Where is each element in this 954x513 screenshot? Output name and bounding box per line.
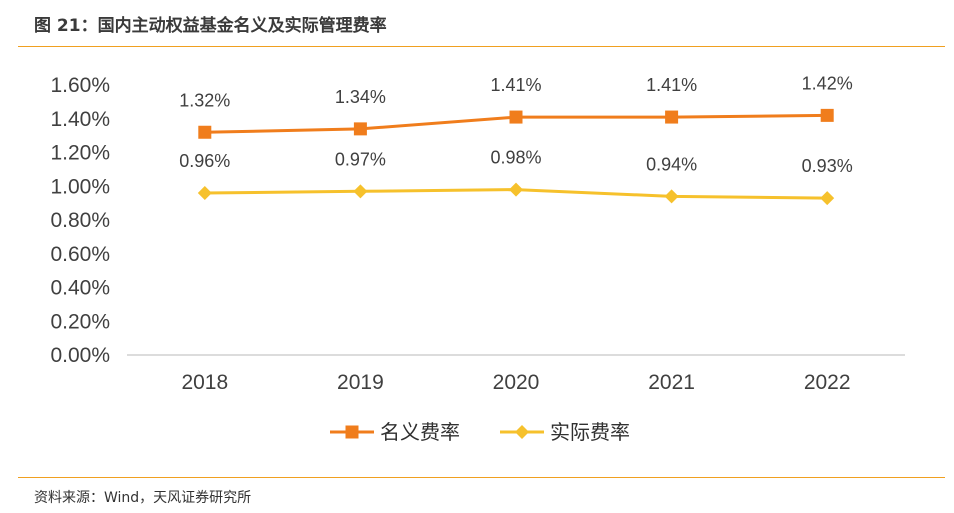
x-tick-label: 2019	[337, 371, 384, 394]
title-divider	[18, 46, 945, 47]
data-point	[197, 186, 212, 200]
data-label: 1.41%	[490, 75, 541, 95]
legend: 名义费率 实际费率	[330, 420, 630, 444]
data-point	[509, 182, 523, 197]
y-tick-label: 0.20%	[50, 310, 110, 333]
series-layer: 1.32% 1.34% 1.41% 1.41% 1.42% 0.96% 0.97% 0.98%…	[179, 73, 853, 206]
y-tick-label: 1.40%	[50, 108, 110, 131]
data-point	[820, 108, 834, 122]
legend-marker	[515, 425, 529, 439]
x-tick-label: 2020	[493, 371, 540, 394]
y-tick-label: 1.60%	[50, 74, 110, 97]
data-label: 0.93%	[802, 156, 853, 176]
y-tick-label: 0.40%	[50, 277, 110, 300]
data-point	[198, 125, 212, 139]
legend-marker	[345, 425, 359, 439]
y-tick-label: 1.20%	[50, 142, 110, 165]
x-tick-label: 2021	[648, 371, 695, 394]
y-tick-label: 0.00%	[50, 344, 110, 367]
data-label: 0.96%	[179, 151, 230, 171]
data-label: 1.34%	[335, 87, 386, 107]
data-point	[664, 189, 679, 204]
data-point	[353, 184, 368, 199]
data-point	[665, 110, 679, 124]
figure-title: 图 21：国内主动权益基金名义及实际管理费率	[34, 16, 387, 36]
source-note: 资料来源：Wind，天风证券研究所	[34, 490, 252, 506]
y-axis: 0.00% 0.20% 0.40% 0.60% 0.80% 1.00% 1.20% 1.40%…	[50, 74, 110, 367]
data-label: 0.98%	[490, 148, 541, 168]
footer-divider	[18, 477, 945, 478]
x-tick-label: 2022	[804, 371, 851, 394]
data-label: 1.41%	[646, 75, 697, 95]
data-label: 0.97%	[335, 149, 386, 169]
y-tick-label: 1.00%	[50, 175, 110, 198]
y-tick-label: 0.60%	[50, 243, 110, 266]
legend-label: 名义费率	[380, 420, 460, 444]
data-point	[509, 110, 523, 124]
data-label: 1.42%	[802, 73, 853, 93]
data-point	[353, 122, 367, 136]
y-tick-label: 0.80%	[50, 209, 110, 232]
legend-label: 实际费率	[550, 420, 630, 444]
x-tick-label: 2018	[181, 371, 228, 394]
data-label: 0.94%	[646, 154, 697, 174]
data-point	[820, 191, 835, 206]
data-label: 1.32%	[179, 90, 230, 110]
x-axis: 2018 2019 2020 2021 2022	[181, 371, 850, 394]
